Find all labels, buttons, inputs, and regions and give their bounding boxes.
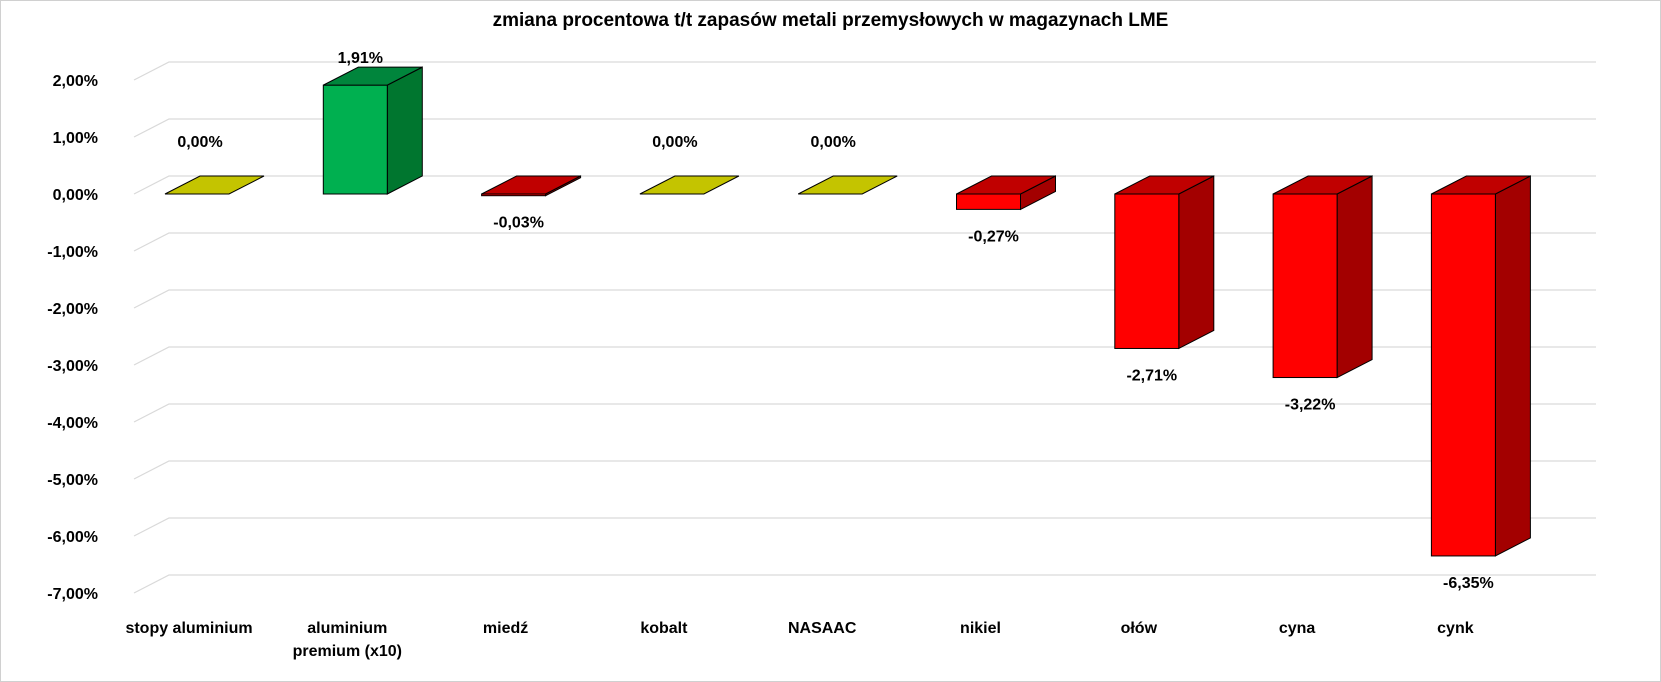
data-label: -0,03%: [493, 215, 544, 232]
category-label: kobalt: [640, 620, 688, 637]
category-label: cyna: [1279, 620, 1316, 637]
data-label: 0,00%: [177, 134, 222, 151]
y-tick-label: -5,00%: [47, 472, 98, 489]
data-label: 0,00%: [652, 134, 697, 151]
bar: [1114, 175, 1215, 350]
bar-top: [1114, 175, 1215, 195]
bar-side: [1336, 175, 1373, 379]
bar-top: [1431, 175, 1531, 195]
gridline: [133, 289, 1596, 309]
y-tick-label: -6,00%: [47, 529, 98, 546]
gridline: [133, 175, 1596, 195]
category-label: miedź: [483, 620, 528, 637]
gridline: [133, 61, 1596, 81]
gridline: [133, 346, 1596, 366]
y-tick-label: 1,00%: [53, 130, 98, 147]
bar-side: [1494, 175, 1531, 557]
bar: [164, 175, 265, 195]
bar-top: [797, 175, 898, 195]
bar: [322, 66, 423, 195]
bar: [639, 175, 740, 195]
y-tick-label: 0,00%: [53, 187, 98, 204]
bar-front: [1114, 193, 1180, 349]
bar-top: [639, 175, 740, 195]
category-label: premium (x10): [293, 643, 402, 660]
data-label: 0,00%: [811, 134, 856, 151]
data-label: -0,27%: [968, 228, 1019, 245]
category-label: nikiel: [960, 620, 1001, 637]
bar: [481, 175, 582, 197]
y-tick-label: -4,00%: [47, 415, 98, 432]
y-tick-label: -2,00%: [47, 301, 98, 318]
bar: [1272, 175, 1373, 379]
bar: [797, 175, 898, 195]
category-label: ołów: [1121, 620, 1158, 637]
gridline: [133, 574, 1596, 594]
gridline: [133, 232, 1596, 252]
chart-title: zmiana procentowa t/t zapasów metali prz…: [492, 10, 1169, 31]
bar-front: [956, 193, 1021, 210]
data-label: -3,22%: [1285, 397, 1336, 414]
gridline: [133, 460, 1596, 480]
y-tick-label: 2,00%: [53, 73, 98, 90]
bar-side: [1178, 175, 1215, 350]
bar-front: [1430, 193, 1496, 557]
data-label: 1,91%: [338, 50, 383, 67]
category-label: cynk: [1437, 620, 1474, 637]
y-tick-label: -7,00%: [47, 586, 98, 603]
bar-front: [1272, 193, 1338, 379]
category-label: stopy aluminium: [125, 620, 252, 637]
bar-top: [956, 175, 1056, 195]
category-label: aluminium: [307, 620, 387, 637]
bar-top: [323, 66, 423, 86]
bar-front: [322, 84, 388, 195]
data-label: -2,71%: [1126, 367, 1177, 384]
y-tick-label: -3,00%: [47, 358, 98, 375]
category-label: NASAAC: [788, 620, 857, 637]
bar: [1430, 175, 1531, 557]
bar-top: [164, 175, 265, 195]
bar-top: [481, 175, 581, 195]
data-label: -6,35%: [1443, 575, 1494, 592]
gridline: [133, 118, 1596, 138]
bar-side: [386, 66, 423, 195]
gridline: [133, 517, 1596, 537]
gridline: [133, 403, 1596, 423]
bar-top: [1272, 175, 1373, 195]
y-tick-label: -1,00%: [47, 244, 98, 261]
bar: [956, 175, 1056, 211]
